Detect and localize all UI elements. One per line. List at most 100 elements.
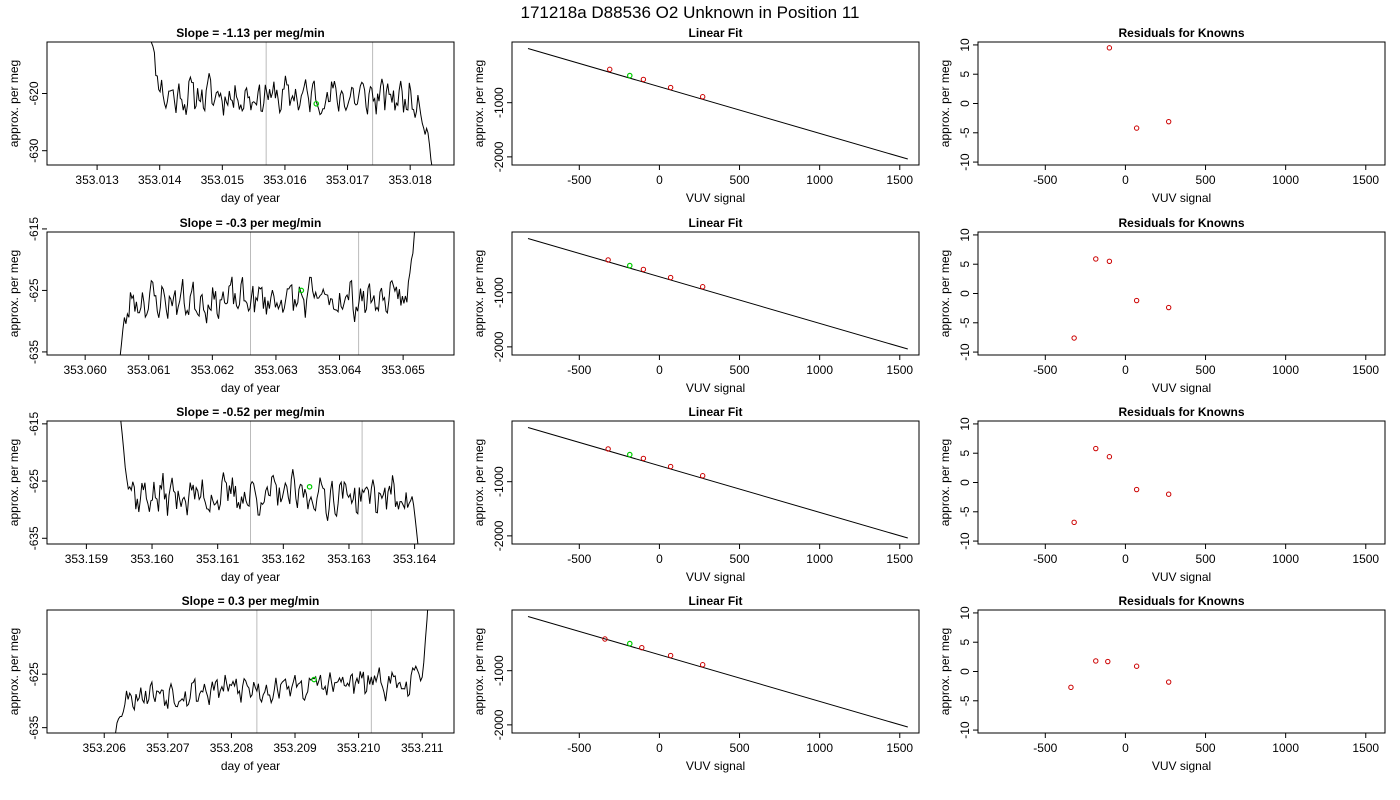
row3-residuals-ytick-label: 5: [958, 450, 972, 457]
row1-timeseries-frame: [46, 41, 455, 166]
row1-residuals-title: Residuals for Knowns: [1118, 26, 1244, 40]
row4-residuals-xlabel: VUV signal: [1152, 759, 1211, 773]
row1-residuals-residual-point: [1133, 125, 1140, 131]
row3-residuals-title: Residuals for Knowns: [1118, 405, 1244, 419]
row2-timeseries-xtick-label: 353.060: [63, 363, 107, 377]
panels: Slope = -1.13 per meg/min 353.013 353.014 3…: [7, 26, 1386, 773]
row2-linearfit-xlabel: VUV signal: [686, 381, 745, 395]
row1-linearfit-known-point: [699, 94, 706, 100]
row3-linearfit-ylabel: approx. per meg: [472, 439, 486, 526]
row4-linearfit-ylabel: approx. per meg: [472, 628, 486, 715]
row2-linearfit-known-point: [667, 274, 674, 281]
row1-residuals-ytick-label: 0: [958, 100, 972, 107]
row2-linearfit-xtick-label: -500: [567, 363, 591, 377]
row1-linearfit-xtick-label: 0: [656, 173, 663, 187]
row2-residuals-xtick-label: 500: [1196, 363, 1216, 377]
row3-linearfit-frame: [511, 420, 920, 545]
row2-residuals-ytick-label: 0: [958, 290, 972, 297]
row3-timeseries-panel: Slope = -0.52 per meg/min 353.159 353.160 3…: [7, 405, 455, 584]
row4-residuals-residual-point: [1133, 663, 1140, 669]
row4-timeseries-xlabel: day of year: [221, 759, 280, 773]
row1-timeseries-trace: [150, 42, 433, 165]
row4-linearfit-ytick-label: -1000: [492, 655, 506, 686]
row4-linearfit-fit-line: [527, 616, 908, 728]
row1-timeseries-panel: Slope = -1.13 per meg/min 353.013 353.014 3…: [7, 26, 455, 205]
row1-timeseries-ylabel: approx. per meg: [7, 60, 21, 147]
row2-residuals-xtick-label: 0: [1122, 363, 1129, 377]
row2-linearfit-frame: [511, 231, 920, 356]
row3-linearfit-ytick-label: -2000: [492, 520, 506, 551]
row2-residuals-xtick-label: -500: [1033, 363, 1057, 377]
row1-residuals-xtick-label: 1500: [1352, 173, 1379, 187]
row3-residuals-frame: [977, 420, 1386, 545]
row3-residuals-residual-point: [1093, 445, 1099, 452]
row4-residuals-ytick-label: 0: [958, 668, 972, 675]
row3-residuals-ytick-label: -10: [958, 532, 972, 550]
row3-timeseries-xtick-label: 353.164: [393, 552, 437, 566]
row1-linearfit-ytick-label: -2000: [492, 141, 506, 172]
row1-timeseries-plot-area: [150, 42, 433, 165]
row1-residuals-ytick-label: -10: [958, 153, 972, 171]
row2-timeseries-unknown-marker: [298, 287, 305, 294]
figure-title: 171218a D88536 O2 Unknown in Position 11: [521, 3, 860, 22]
row3-linearfit-unknown-point: [626, 451, 633, 458]
row4-residuals-residual-point: [1105, 658, 1111, 665]
row1-residuals-frame: [977, 41, 1386, 166]
row3-residuals-xtick-label: 1500: [1352, 552, 1379, 566]
row2-residuals-xtick-label: 1000: [1272, 363, 1299, 377]
row1-linearfit-known-point: [640, 76, 647, 83]
row3-residuals-ytick-label: 10: [958, 417, 972, 431]
row4-timeseries-trace: [115, 610, 429, 733]
row1-residuals-xlabel: VUV signal: [1152, 191, 1211, 205]
row3-timeseries-ytick-label: -635: [27, 526, 41, 550]
row3-timeseries-plot-area: [120, 421, 419, 544]
row3-residuals-ytick-label: -5: [958, 506, 972, 517]
row2-residuals-residual-point: [1071, 335, 1077, 341]
row2-residuals-residual-point: [1093, 256, 1099, 262]
row4-timeseries-ytick-label: -625: [27, 662, 41, 686]
row3-linearfit-known-point: [699, 473, 706, 479]
row2-linearfit-title: Linear Fit: [688, 216, 742, 230]
row3-linearfit-xtick-label: -500: [567, 552, 591, 566]
row4-residuals-ytick-label: -5: [958, 695, 972, 706]
row1-linearfit-title: Linear Fit: [688, 26, 742, 40]
row2-linearfit-ylabel: approx. per meg: [472, 250, 486, 337]
row3-residuals-xtick-label: -500: [1033, 552, 1057, 566]
row1-linearfit-unknown-point: [626, 72, 633, 79]
row1-timeseries-ytick-label: -620: [27, 81, 41, 105]
row2-timeseries-trace: [119, 232, 415, 355]
row4-linearfit-plot-area: [527, 616, 908, 728]
row2-linearfit-panel: Linear Fit -500 0 500 1000 1500 -2000 -1000 VUV …: [472, 216, 920, 395]
row1-linearfit-known-point: [607, 66, 613, 73]
row3-timeseries-xtick-label: 353.161: [196, 552, 240, 566]
row2-residuals-plot-area: [1071, 256, 1172, 341]
row2-timeseries-xlabel: day of year: [221, 381, 280, 395]
row4-residuals-ylabel: approx. per meg: [938, 628, 952, 715]
row3-linearfit-fit-line: [527, 427, 908, 539]
row3-timeseries-xlabel: day of year: [221, 570, 280, 584]
row3-residuals-panel: Residuals for Knowns -500 0 500 1000 1500 -10 -…: [938, 405, 1386, 584]
row1-timeseries-xtick-label: 353.013: [75, 173, 119, 187]
row1-timeseries-unknown-marker: [313, 100, 320, 107]
row1-residuals-xtick-label: 0: [1122, 173, 1129, 187]
row2-linearfit-known-point: [640, 266, 647, 273]
row2-timeseries-ytick-label: -635: [27, 340, 41, 364]
row1-timeseries-ytick-label: -630: [27, 138, 41, 162]
row3-timeseries-ylabel: approx. per meg: [7, 439, 21, 526]
row4-linearfit-panel: Linear Fit -500 0 500 1000 1500 -2000 -1000 VUV …: [472, 594, 920, 773]
row1-residuals-plot-area: [1106, 45, 1172, 131]
row1-linearfit-xtick-label: 500: [730, 173, 750, 187]
row3-timeseries-unknown-marker: [306, 483, 313, 490]
row1-residuals-residual-point: [1106, 45, 1113, 51]
row4-linearfit-xtick-label: 500: [730, 741, 750, 755]
row3-linearfit-xtick-label: 1000: [806, 552, 833, 566]
row2-residuals-ytick-label: 5: [958, 261, 972, 268]
row2-linearfit-xtick-label: 0: [656, 363, 663, 377]
row4-residuals-title: Residuals for Knowns: [1118, 594, 1244, 608]
row2-timeseries-panel: Slope = -0.3 per meg/min 353.060 353.061 35…: [7, 216, 455, 395]
row4-linearfit-known-point: [699, 662, 706, 668]
row1-linearfit-ytick-label: -1000: [492, 87, 506, 118]
row1-residuals-ytick-label: 5: [958, 71, 972, 78]
row3-residuals-ytick-label: 0: [958, 479, 972, 486]
row4-linearfit-known-point: [602, 636, 608, 642]
